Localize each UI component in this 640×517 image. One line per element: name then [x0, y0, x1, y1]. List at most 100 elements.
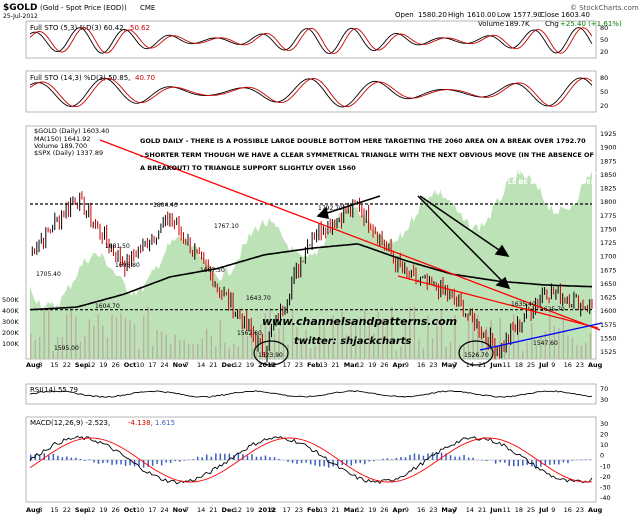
macd-histogram-bar: [535, 460, 538, 468]
volume-bar: [43, 309, 45, 359]
x-axis-tick: 19: [368, 361, 376, 369]
ma150-line: [29, 243, 593, 311]
x-axis-tick: Oct: [124, 361, 137, 369]
volume-bar: [210, 335, 212, 359]
annotation-line-2: . SHORTER TERM THOUGH WE HAVE A CLEAR SY…: [140, 151, 594, 159]
macd-histogram-bar: [264, 455, 267, 460]
volume-bar: [373, 333, 375, 359]
watermark-twitter: twitter: shjackcharts: [294, 336, 412, 347]
macd-histogram-bar: [255, 456, 258, 460]
price-label: 1625.70: [540, 306, 565, 313]
volume-bar: [531, 323, 533, 359]
macd-lines: [29, 435, 593, 485]
x-axis-tick: 23: [295, 361, 303, 369]
header-open-label: Open: [395, 11, 414, 19]
macd-y-tick: 0: [600, 452, 604, 460]
macd-histogram-bar: [66, 456, 68, 460]
macd-label-c: 1.615: [155, 419, 175, 427]
annotation-main: GOLD DAILY - THERE IS A POSSIBLE LARGE D…: [140, 137, 594, 172]
legend-volume: Volume 189,700: [34, 142, 87, 150]
x-axis-tick: Aug: [26, 361, 41, 369]
price-label: 1767.10: [214, 223, 239, 230]
volume-bar: [70, 306, 72, 359]
macd-histogram-bar: [431, 452, 434, 460]
x-axis-tick: 15: [50, 361, 58, 369]
x-axis-tick: 21: [478, 361, 486, 369]
macd-histogram-bar: [355, 460, 357, 464]
macd-histogram-bar: [147, 460, 149, 467]
header-date: 25-Jul-2012: [3, 13, 38, 20]
volume-bar: [454, 315, 456, 359]
price-y-tick: 1800: [600, 198, 617, 206]
double-bottom-circle-1: [253, 340, 289, 366]
volume-bar: [553, 326, 555, 359]
macd-histogram-bar: [445, 453, 447, 460]
volume-y-tick: 400K: [2, 307, 19, 315]
price-y-tick: 1775: [600, 212, 617, 220]
macd-histogram-bar: [386, 458, 389, 460]
macd-histogram-bar: [300, 460, 303, 464]
x-axis-tick: 14: [197, 361, 205, 369]
volume-bar: [174, 334, 176, 359]
volume-bar: [513, 314, 515, 359]
header-high-label: High: [448, 11, 464, 19]
macd-histogram-bar: [39, 455, 41, 460]
macd-histogram-bar: [504, 460, 506, 463]
x-axis-tick: Aug: [588, 361, 603, 369]
x-axis-tick: 7: [185, 506, 189, 514]
x-axis-tick: 23: [429, 361, 437, 369]
annotation-key-3: - ON A BREAK OVER DECLINING RESISTANCE I…: [340, 178, 608, 186]
x-axis-tick: 12: [234, 361, 242, 369]
volume-bar: [124, 317, 127, 359]
macd-signal-line: [29, 437, 593, 483]
volume-bar: [251, 328, 253, 359]
price-legend: $GOLD (Daily) 1603.40 MA(150) 1641.92 Vo…: [34, 127, 109, 157]
header-name: (Gold - Spot Price (EOD)): [40, 4, 127, 12]
volume-bar: [39, 337, 41, 359]
volume-bar: [111, 314, 113, 359]
price-label: 1635.40: [511, 301, 536, 308]
x-axis-tick: 16: [417, 506, 425, 514]
volume-bar: [309, 348, 312, 359]
volume-bar: [377, 311, 379, 359]
x-axis-tick: 19: [99, 361, 107, 369]
x-axis-tick: 9: [270, 506, 274, 514]
x-axis-tick: 15: [50, 506, 58, 514]
volume-bar: [364, 310, 366, 359]
x-axis-tick: 26: [380, 506, 388, 514]
header-symbol: $GOLD: [3, 3, 38, 13]
volume-bar: [481, 329, 483, 359]
header-chg: +25.40 (+1.61%): [560, 20, 622, 28]
volume-bar: [260, 323, 262, 359]
macd-histogram-bar: [323, 460, 325, 467]
volume-bar: [382, 318, 384, 359]
macd-histogram-bar: [179, 460, 181, 462]
x-axis-tick: 13: [319, 506, 327, 514]
macd-histogram-bar: [183, 460, 185, 461]
price-y-tick: 1875: [600, 157, 617, 165]
macd-histogram-bar: [513, 460, 515, 467]
macd-histogram-bar: [436, 452, 438, 460]
volume-bar: [156, 329, 158, 359]
x-axis-tick: 26: [380, 361, 388, 369]
macd-histogram-bar: [440, 452, 443, 460]
volume-bar: [580, 345, 583, 359]
macd-histogram-bar: [106, 460, 109, 463]
volume-bar: [368, 318, 370, 359]
x-axis-tick: 7: [454, 506, 458, 514]
macd-histogram-bar: [48, 455, 50, 460]
volume-bar: [463, 345, 465, 359]
sto1-y-tick: 20: [600, 48, 608, 56]
x-axis-tick: 22: [63, 506, 71, 514]
volume-bar: [201, 338, 203, 359]
x-axis-tick: 16: [564, 361, 572, 369]
header-volume-label: Volume: [478, 20, 504, 28]
x-axis-tick: 7: [454, 361, 458, 369]
price-y-tick: 1525: [600, 348, 617, 356]
volume-bar: [255, 347, 258, 359]
macd-histogram-bar: [467, 457, 470, 460]
macd-histogram-bar: [151, 460, 154, 466]
x-axis-tick: 21: [331, 361, 339, 369]
rsi-label: RSI(14) 55.79: [30, 386, 78, 394]
price-label: 1595.00: [54, 345, 79, 352]
